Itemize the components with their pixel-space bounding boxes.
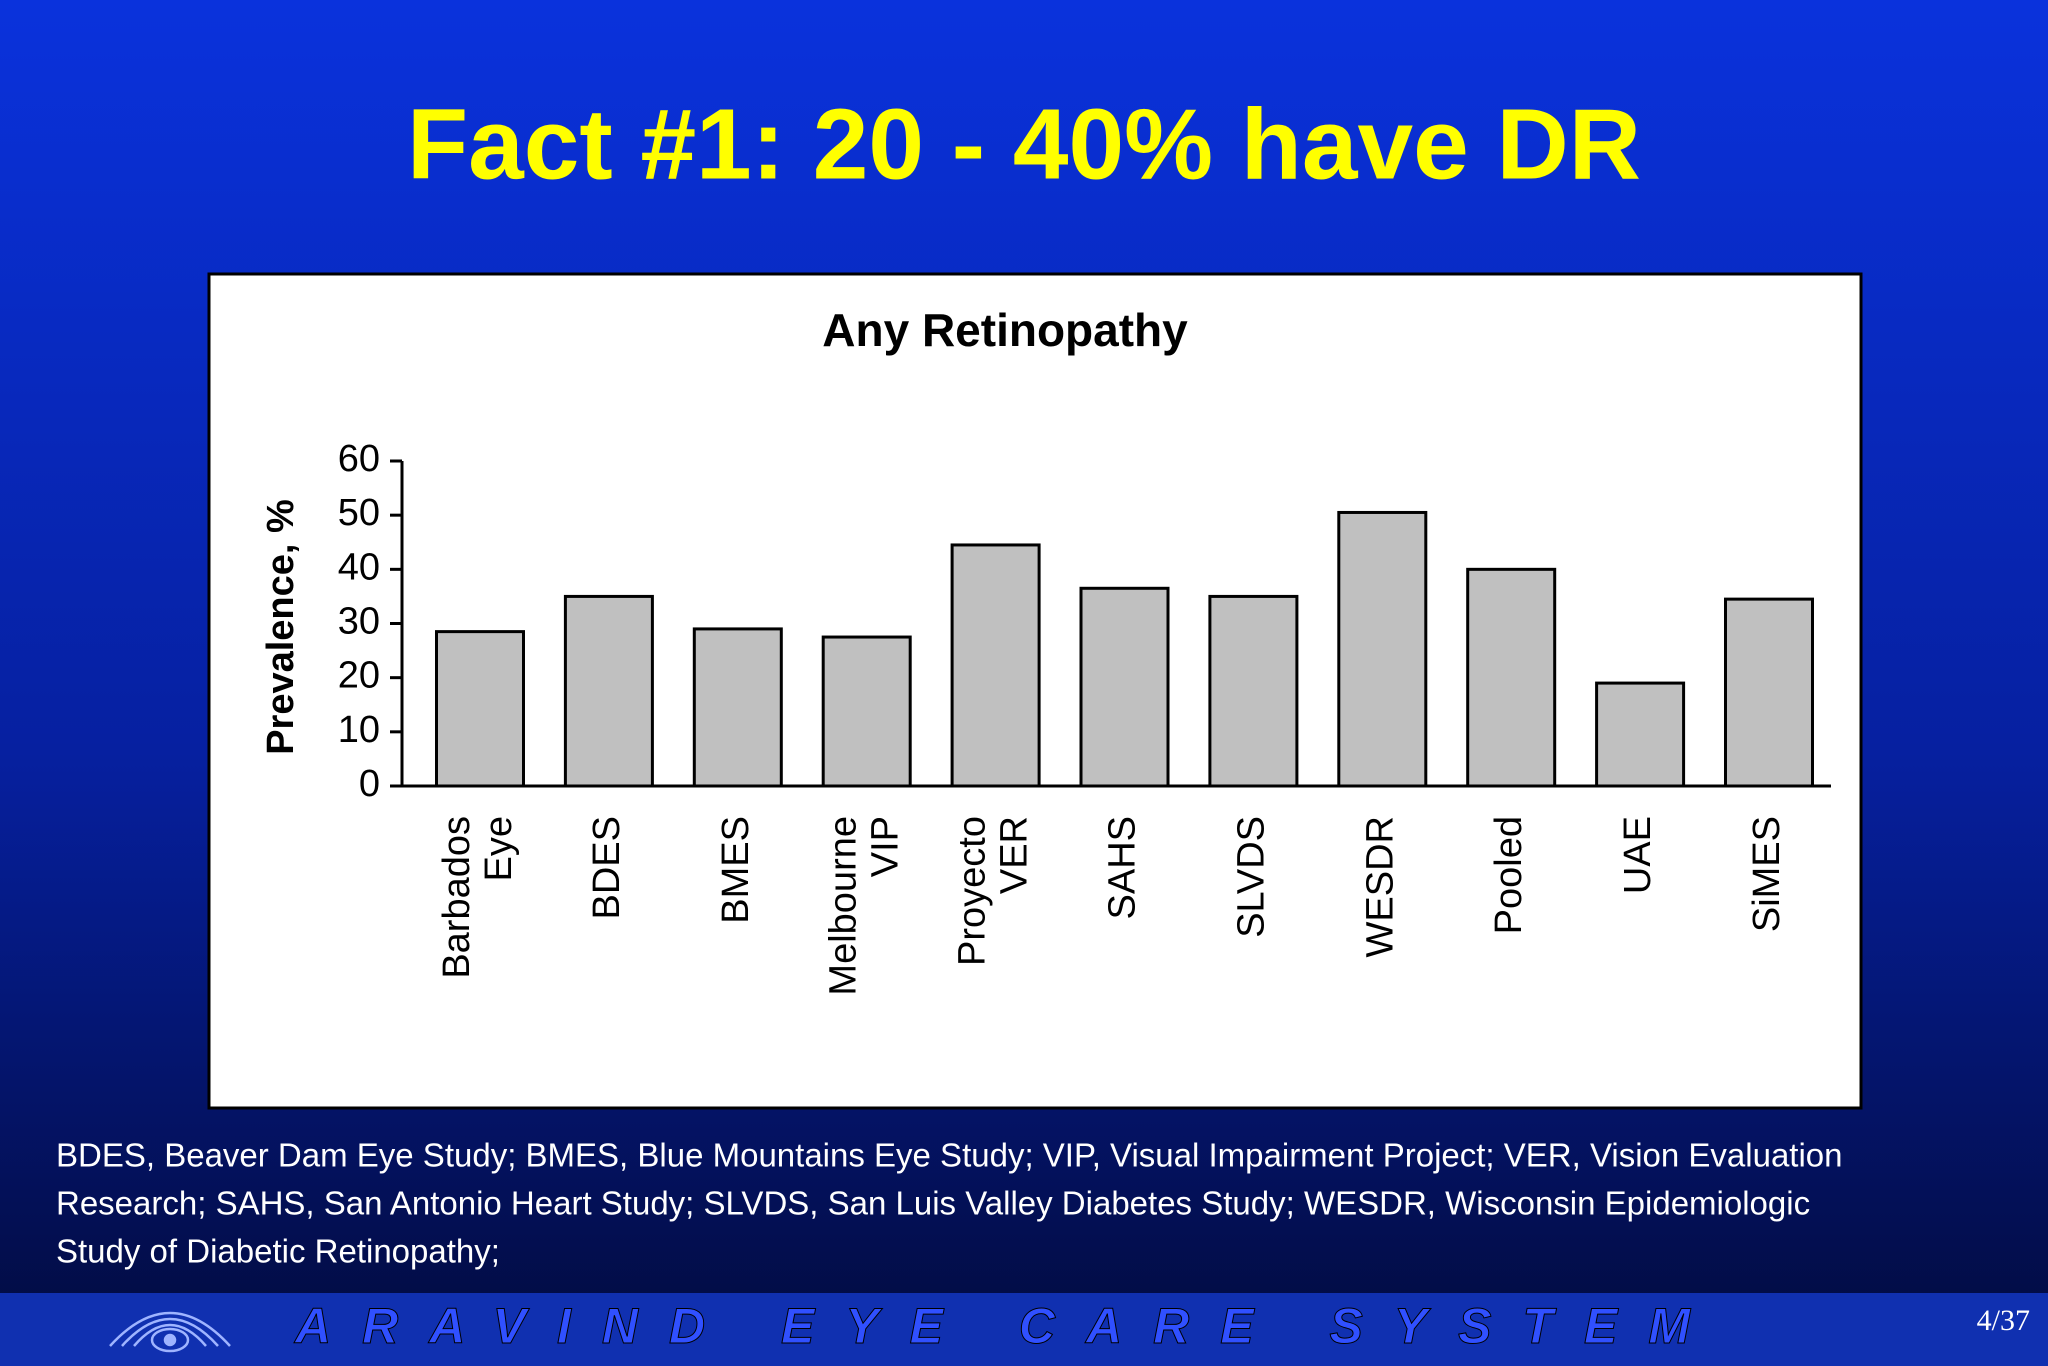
bar bbox=[1208, 594, 1299, 788]
footnote-line: BDES, Beaver Dam Eye Study; BMES, Blue M… bbox=[56, 1137, 1843, 1174]
logo bbox=[109, 1311, 231, 1353]
x-tick-label-line: VER bbox=[994, 816, 1036, 894]
x-tick-label: SiMES bbox=[1746, 816, 1788, 932]
footnote: BDES, Beaver Dam Eye Study; BMES, Blue M… bbox=[56, 1137, 1843, 1270]
x-tick-label-line: VIP bbox=[865, 816, 907, 877]
x-tick-label: SLVDS bbox=[1230, 816, 1272, 938]
page-number: 4/37 bbox=[1977, 1304, 2030, 1337]
y-tick-label: 60 bbox=[338, 438, 380, 480]
y-tick-label: 0 bbox=[359, 763, 380, 805]
x-tick-label-line: Melbourne bbox=[823, 816, 865, 996]
y-tick-label: 40 bbox=[338, 546, 380, 588]
bar bbox=[1466, 567, 1557, 788]
x-tick-label-line: Pooled bbox=[1488, 816, 1530, 934]
x-tick-label-line: SLVDS bbox=[1230, 816, 1272, 938]
y-tick-label: 10 bbox=[338, 709, 380, 751]
x-tick-label: MelbourneVIP bbox=[823, 816, 907, 996]
chart-title: Any Retinopathy bbox=[822, 304, 1188, 356]
footnote-line: Research; SAHS, San Antonio Heart Study;… bbox=[56, 1185, 1810, 1222]
bar bbox=[950, 543, 1041, 788]
y-tick-label: 30 bbox=[338, 601, 380, 643]
bar bbox=[563, 594, 654, 788]
x-tick-label-line: SAHS bbox=[1102, 816, 1144, 919]
footer-brand: ARAVIND EYE CARE SYSTEM bbox=[293, 1298, 1721, 1354]
x-tick-label-line: UAE bbox=[1617, 816, 1659, 894]
x-tick-label-line: BMES bbox=[715, 816, 757, 924]
y-tick-label: 20 bbox=[338, 655, 380, 697]
x-tick-label-line: WESDR bbox=[1359, 816, 1401, 957]
bar bbox=[1337, 510, 1428, 788]
x-tick-label: UAE bbox=[1617, 816, 1659, 894]
x-tick-label-line: Barbados bbox=[436, 816, 478, 979]
footer-bar bbox=[0, 1293, 2048, 1366]
x-tick-label: Pooled bbox=[1488, 816, 1530, 934]
bar bbox=[435, 630, 525, 788]
x-tick-label-line: Eye bbox=[478, 816, 520, 881]
x-tick-label: BMES bbox=[715, 816, 757, 924]
bar bbox=[821, 635, 912, 788]
x-tick-label: WESDR bbox=[1359, 816, 1401, 957]
y-tick-label: 50 bbox=[338, 492, 380, 534]
bar bbox=[692, 627, 783, 788]
bar bbox=[1724, 597, 1814, 788]
x-tick-label: ProyectoVER bbox=[952, 816, 1036, 966]
x-tick-label: BDES bbox=[586, 816, 628, 919]
footnote-line: Study of Diabetic Retinopathy; bbox=[56, 1233, 500, 1270]
x-tick-label-line: SiMES bbox=[1746, 816, 1788, 932]
x-tick-label-line: BDES bbox=[586, 816, 628, 919]
x-tick-label-line: Proyecto bbox=[952, 816, 994, 966]
bar bbox=[1595, 681, 1686, 788]
y-axis-label: Prevalence, % bbox=[260, 499, 302, 755]
x-tick-label: BarbadosEye bbox=[436, 816, 520, 979]
plot: 0 10 20 30 40 50 60 BarbadosEye BDES BMES Melbourn… bbox=[338, 438, 1831, 996]
x-tick-label: SAHS bbox=[1102, 816, 1144, 919]
slide-title: Fact #1: 20 - 40% have DR bbox=[407, 88, 1641, 200]
bar bbox=[1079, 586, 1170, 788]
